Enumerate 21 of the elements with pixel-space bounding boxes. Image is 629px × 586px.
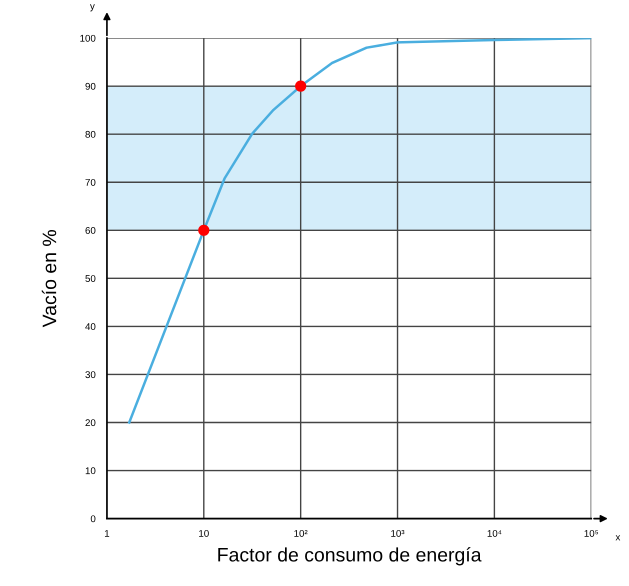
x-tick-label: 10 (199, 530, 209, 537)
x-tick-label: 1 (104, 530, 110, 537)
y-tick-label: 80 (85, 130, 96, 138)
x-tick-label: 10⁵ (584, 530, 598, 537)
y-tick-label: 70 (86, 178, 96, 186)
y-tick-label: 10 (86, 467, 96, 474)
y-tick-label: 100 (80, 34, 96, 42)
x-tick-label: 10⁴ (488, 530, 502, 537)
y-tick-label: 0 (90, 515, 96, 522)
y-axis-title: Vacío en % (42, 230, 56, 328)
x-tick-label: 10³ (391, 530, 404, 537)
y-tick-label: 90 (85, 82, 96, 90)
x-tick-label: 10² (294, 530, 308, 537)
text: y (90, 4, 95, 12)
y-tick-label: 20 (85, 419, 96, 426)
y-tick-label: 50 (85, 275, 96, 282)
y-tick-label: 60 (86, 227, 96, 234)
text: x (616, 535, 620, 540)
y-tick-label: 30 (85, 371, 96, 378)
x-axis-title: Factor de consumo de energía (218, 547, 482, 566)
y-tick-label: 40 (85, 323, 96, 330)
